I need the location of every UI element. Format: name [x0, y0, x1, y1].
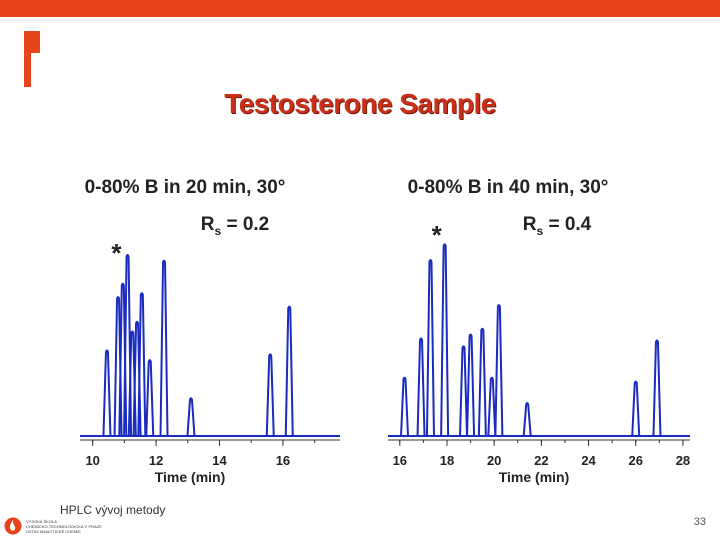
x-tick-label: 16	[276, 453, 290, 468]
footer-org-line: CHEMICKO-TECHNOLOGICKÁ V PRAZE	[26, 524, 102, 529]
chromatogram-peak	[652, 339, 662, 437]
chromatogram-peak	[118, 282, 128, 437]
footer-org-line: VYSOKÁ ŠKOLA	[26, 519, 57, 524]
chromatogram-peak	[127, 330, 137, 437]
chromatogram-peak	[159, 259, 169, 437]
top-accent-bar	[0, 0, 720, 17]
university-logo-icon	[4, 517, 22, 535]
chromatogram-peak	[477, 327, 487, 437]
chromatogram-peak	[400, 376, 410, 437]
chromatogram-peak	[522, 402, 532, 437]
x-tick-label: 26	[629, 453, 643, 468]
x-tick-label: 16	[393, 453, 407, 468]
chromatogram-peak	[102, 349, 112, 437]
chromatogram-peak	[123, 254, 133, 437]
chromatogram-peak	[186, 397, 196, 437]
chart-title: 0-80% B in 20 min, 30°	[85, 177, 286, 198]
resolution-annotation: Rs = 0.2	[201, 214, 270, 238]
slide-title: Testosterone Sample	[224, 88, 496, 119]
chromatogram-peak	[487, 376, 497, 437]
chromatogram-peak	[145, 359, 155, 437]
chromatogram-peak	[284, 305, 294, 437]
x-tick-label: 24	[581, 453, 596, 468]
chromatogram-peak	[113, 296, 123, 437]
chromatogram-peak	[265, 353, 275, 437]
chromatogram-peak	[440, 243, 450, 437]
x-tick-label: 18	[440, 453, 454, 468]
chromatogram-peak	[631, 380, 641, 437]
footer-org-line: ÚSTAV ANALYTICKÉ CHEMIE	[26, 529, 81, 534]
x-axis-label: Time (min)	[499, 469, 570, 485]
footer-organization: VYSOKÁ ŠKOLA CHEMICKO-TECHNOLOGICKÁ V PR…	[26, 519, 126, 534]
resolution-annotation: Rs = 0.4	[523, 214, 592, 238]
chromatogram-peak	[466, 333, 476, 437]
chromatogram-peak	[132, 320, 142, 437]
footer-caption: HPLC vývoj metody	[60, 503, 166, 517]
page-number: 33	[693, 516, 706, 528]
x-tick-label: 12	[149, 453, 163, 468]
chromatogram-peak	[137, 292, 147, 437]
chromatogram-peak	[459, 345, 468, 437]
x-tick-label: 20	[487, 453, 501, 468]
analyte-marker: *	[111, 238, 122, 268]
x-tick-label: 22	[534, 453, 548, 468]
chart-title: 0-80% B in 40 min, 30°	[408, 177, 609, 198]
chromatogram-peak	[494, 304, 504, 437]
analyte-marker: *	[432, 220, 443, 250]
x-tick-label: 10	[85, 453, 99, 468]
chromatogram-peak	[416, 337, 426, 437]
x-axis-label: Time (min)	[155, 469, 226, 485]
x-tick-label: 28	[676, 453, 690, 468]
brand-bracket-icon	[24, 31, 40, 87]
chromatogram-peak	[425, 259, 435, 437]
x-tick-label: 14	[212, 453, 227, 468]
